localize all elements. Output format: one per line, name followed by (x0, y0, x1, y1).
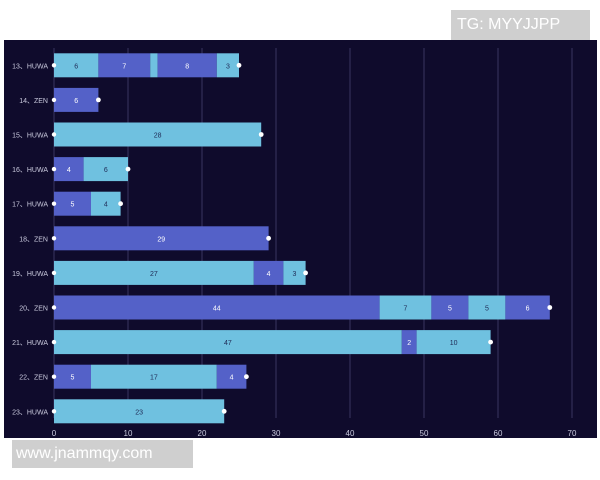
data-label: 4 (230, 375, 234, 382)
x-tick-label: 10 (124, 429, 133, 438)
bar-segment (216, 53, 239, 78)
data-label: 5 (71, 202, 75, 209)
data-label: 47 (224, 340, 232, 347)
bar-segment (157, 53, 217, 78)
watermark-bottom: www.jnammqy.com (12, 440, 193, 468)
bar-segment (216, 364, 247, 389)
data-label: 10 (450, 340, 458, 347)
bar-segment (253, 260, 284, 285)
category-label: 13、HUWA (12, 63, 48, 70)
bar-segment (54, 157, 84, 182)
category-label: 18、ZEN (19, 236, 48, 243)
x-tick-label: 0 (52, 429, 57, 438)
data-label: 6 (74, 63, 78, 70)
bar-segment (379, 295, 432, 320)
bar-start-marker (51, 409, 57, 414)
bar-end-marker (488, 339, 493, 345)
bar-start-marker (51, 339, 57, 345)
bar-segment (54, 330, 402, 355)
category-label: 19、HUWA (12, 271, 48, 278)
data-label: 4 (104, 202, 108, 209)
bar-segment (98, 53, 151, 78)
data-label: 7 (122, 63, 126, 70)
bar-segment (54, 260, 254, 285)
category-label: 22、ZEN (19, 375, 48, 382)
data-label: 5 (448, 306, 452, 313)
bar-start-marker (51, 201, 57, 206)
bar-start-marker (51, 305, 57, 310)
x-tick-label: 20 (198, 429, 207, 438)
bar-segment (150, 53, 158, 78)
bar-segment (401, 330, 417, 355)
data-label: 7 (404, 306, 408, 313)
bar-end-marker (118, 201, 123, 207)
bar-end-marker (258, 132, 264, 137)
bar-segment (468, 295, 506, 320)
bar-segment (54, 364, 91, 389)
data-label: 27 (150, 271, 158, 278)
data-label: 3 (293, 271, 297, 278)
bar-start-marker (51, 374, 57, 379)
bar-segment (283, 260, 306, 285)
bar-end-marker (221, 408, 227, 414)
category-label: 21、HUWA (12, 340, 48, 347)
category-label: 23、HUWA (12, 409, 48, 416)
data-label: 17 (150, 375, 158, 382)
category-label: 16、HUWA (12, 167, 48, 174)
category-label: 15、HUWA (12, 133, 48, 140)
bar-end-marker (125, 166, 131, 172)
x-tick-label: 40 (346, 429, 355, 438)
bar-segment (91, 364, 217, 389)
data-label: 4 (267, 271, 271, 278)
category-label: 14、ZEN (19, 98, 48, 105)
bar-segment (54, 191, 91, 216)
data-label: 4 (67, 167, 71, 174)
bar-segment (54, 399, 225, 424)
data-label: 2 (407, 340, 411, 347)
bar-end-marker (96, 97, 101, 103)
stacked-bar-chart: 0 10 20 30 40 50 60 70 13、HUWA 6 7 8 3 14、ZEN 6 15、HUWA… (12, 48, 577, 438)
bar-end-marker (303, 270, 308, 276)
chart-panel: 0 10 20 30 40 50 60 70 13、HUWA 6 7 8 3 14、ZEN 6 15、HUWA… (4, 40, 597, 438)
data-label: 6 (526, 306, 530, 313)
bar-segment (91, 191, 121, 216)
category-label: 20、ZEN (19, 306, 48, 313)
data-label: 8 (185, 63, 189, 70)
bar-segment (54, 87, 99, 112)
bar-start-marker (51, 63, 57, 68)
bar-segment (54, 122, 262, 147)
bar-segment (54, 295, 380, 320)
data-label: 5 (71, 375, 75, 382)
watermark-top: TG: MYYJJPP (451, 10, 590, 40)
bar-start-marker (51, 270, 57, 276)
category-label: 17、HUWA (12, 202, 48, 209)
data-label: 44 (213, 306, 221, 313)
bar-end-marker (266, 235, 271, 241)
data-label: 6 (104, 167, 108, 174)
x-tick-label: 50 (420, 429, 429, 438)
data-label: 28 (154, 133, 162, 140)
bar-segment (83, 157, 128, 182)
bar-segment (416, 330, 491, 355)
data-label: 3 (226, 63, 230, 70)
data-label: 6 (74, 98, 78, 105)
bar-start-marker (51, 132, 57, 137)
bar-segment (54, 226, 269, 251)
bar-end-marker (244, 374, 249, 380)
bar-segment (54, 53, 99, 78)
bar-start-marker (51, 236, 57, 241)
bar-end-marker (547, 305, 553, 310)
bar-segment (431, 295, 469, 320)
data-label: 29 (157, 236, 165, 243)
bar-segment (505, 295, 550, 320)
x-tick-label: 60 (494, 429, 503, 438)
x-tick-label: 30 (272, 429, 281, 438)
data-label: 23 (135, 409, 143, 416)
bar-start-marker (51, 166, 57, 172)
data-label: 5 (485, 306, 489, 313)
bar-end-marker (236, 62, 242, 68)
bar-start-marker (51, 97, 57, 103)
x-tick-label: 70 (568, 429, 577, 438)
